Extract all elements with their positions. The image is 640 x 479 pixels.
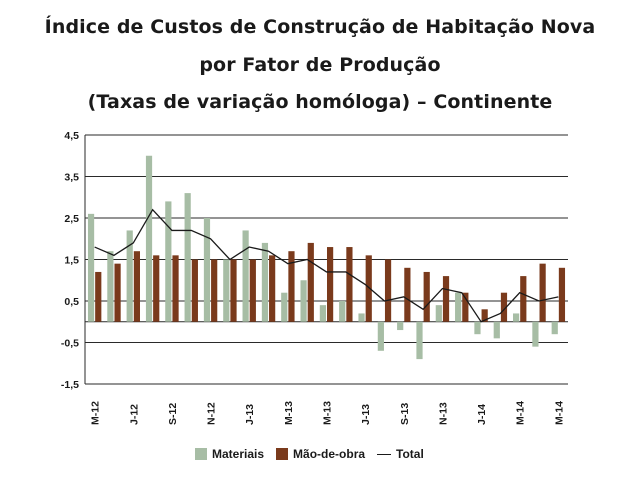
chart-title-line-2: por Fator de Produção bbox=[199, 54, 441, 76]
total-line bbox=[94, 208, 559, 323]
chart-title-line-1: Índice de Custos de Construção de Habita… bbox=[44, 16, 596, 38]
legend-label-total: Total bbox=[396, 447, 424, 461]
bar-materiais bbox=[87, 213, 95, 322]
bar-m-o-de-obra bbox=[133, 251, 140, 322]
bar-m-o-de-obra bbox=[191, 259, 198, 322]
bar-m-o-de-obra bbox=[307, 242, 314, 322]
bar-m-o-de-obra bbox=[462, 292, 469, 322]
x-tick-label: J-14 bbox=[476, 404, 488, 425]
x-tick-label: S-13 bbox=[399, 403, 411, 425]
x-tick-label: N-12 bbox=[206, 402, 218, 425]
chart-canvas: 4,5 3,5 2,5 1,5 0,5 -0,5 -1,5 M-12 J-12 S-12 N-12 J… bbox=[61, 130, 568, 425]
y-tick-label: 2,5 bbox=[64, 213, 79, 225]
bar-materiais bbox=[300, 280, 307, 322]
bar-materiais bbox=[435, 305, 442, 322]
bar-materiais bbox=[416, 321, 423, 360]
bar-m-o-de-obra bbox=[114, 263, 121, 322]
bar-m-o-de-obra bbox=[423, 271, 430, 322]
y-tick-label: 1,5 bbox=[64, 255, 79, 267]
legend-line-total bbox=[377, 453, 392, 455]
chart-legend: Materiais Mão-de-obra Total bbox=[195, 447, 436, 461]
bar-m-o-de-obra bbox=[520, 276, 527, 322]
bar-materiais bbox=[455, 292, 462, 322]
x-tick-label: M-13 bbox=[322, 401, 334, 425]
bar-m-o-de-obra bbox=[269, 255, 276, 322]
y-tick-label: -0,5 bbox=[61, 338, 79, 350]
bar-m-o-de-obra bbox=[153, 255, 160, 322]
bar-materiais bbox=[377, 321, 384, 351]
x-tick-label: J-12 bbox=[128, 404, 140, 425]
bar-m-o-de-obra bbox=[249, 259, 256, 322]
bar-m-o-de-obra bbox=[288, 251, 295, 322]
bar-materiais bbox=[513, 313, 520, 322]
legend-swatch-mao-de-obra bbox=[276, 448, 289, 460]
bar-materiais bbox=[107, 251, 114, 322]
bar-m-o-de-obra bbox=[365, 255, 372, 322]
x-tick-label: N-13 bbox=[437, 402, 449, 425]
x-tick-label: M-14 bbox=[515, 401, 527, 425]
bar-materiais bbox=[223, 259, 230, 322]
chart-title-line-3: (Taxas de variação homóloga) – Continent… bbox=[87, 91, 553, 113]
bar-m-o-de-obra bbox=[327, 247, 334, 322]
y-tick-label: 3,5 bbox=[64, 172, 79, 184]
bar-m-o-de-obra bbox=[481, 309, 488, 322]
y-tick-label: -1,5 bbox=[61, 379, 79, 391]
bar-m-o-de-obra bbox=[346, 247, 353, 322]
bar-m-o-de-obra bbox=[211, 259, 218, 322]
bar-m-o-de-obra bbox=[539, 263, 546, 322]
x-tick-label: M-12 bbox=[90, 401, 102, 425]
bar-materiais bbox=[319, 305, 326, 322]
x-tick-label: M-13 bbox=[283, 401, 295, 425]
bar-materiais bbox=[126, 230, 133, 322]
legend-item-mao-de-obra: Mão-de-obra bbox=[276, 447, 365, 461]
x-tick-label: M-14 bbox=[553, 401, 565, 425]
bar-materiais bbox=[532, 321, 539, 347]
bar-m-o-de-obra bbox=[442, 276, 450, 322]
bar-m-o-de-obra bbox=[172, 255, 179, 322]
legend-item-materiais: Materiais bbox=[195, 447, 264, 461]
bar-materiais bbox=[281, 292, 288, 322]
bar-m-o-de-obra bbox=[558, 267, 566, 322]
bar-materiais bbox=[551, 321, 558, 335]
x-tick-label: J-13 bbox=[360, 404, 372, 425]
x-tick-label: S-12 bbox=[167, 403, 179, 425]
bar-materiais bbox=[261, 242, 269, 322]
bar-materiais bbox=[242, 230, 249, 322]
bar-materiais bbox=[165, 201, 172, 322]
bar-materiais bbox=[339, 301, 346, 322]
x-tick-label: J-13 bbox=[244, 404, 256, 425]
bar-materiais bbox=[358, 313, 365, 322]
bar-materiais bbox=[493, 321, 500, 339]
legend-item-total: Total bbox=[377, 447, 424, 461]
bar-materiais bbox=[184, 193, 191, 322]
legend-label-materiais: Materiais bbox=[212, 447, 265, 461]
bar-m-o-de-obra bbox=[230, 259, 237, 322]
bar-m-o-de-obra bbox=[384, 259, 392, 322]
bar-materiais bbox=[203, 218, 211, 322]
bar-m-o-de-obra bbox=[404, 267, 411, 322]
bar-m-o-de-obra bbox=[95, 271, 102, 322]
y-tick-label: 0,5 bbox=[64, 296, 79, 308]
legend-label-mao-de-obra: Mão-de-obra bbox=[293, 447, 366, 461]
y-tick-label: 4,5 bbox=[64, 130, 79, 142]
bar-materiais bbox=[474, 321, 481, 335]
bar-materiais bbox=[145, 155, 153, 322]
bar-materiais bbox=[397, 321, 404, 331]
bar-m-o-de-obra bbox=[500, 292, 508, 322]
legend-swatch-materiais bbox=[195, 448, 207, 460]
